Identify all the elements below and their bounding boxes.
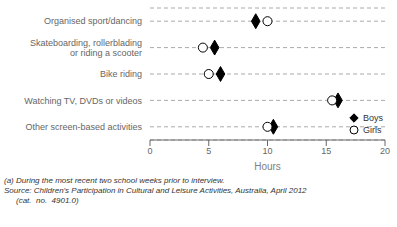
html-text:Source: Children's Participati: Source: Children's Participation in Cult… [4, 186, 307, 195]
svg-text:10: 10 [262, 146, 272, 156]
html-text:Boys: Boys [363, 113, 383, 123]
svg-text:Skateboarding, rollerbladingor: Skateboarding, rollerbladingor riding a … [30, 38, 142, 58]
svg-text:20: 20 [380, 146, 389, 156]
svg-text:5: 5 [206, 146, 211, 156]
svg-text:Hours: Hours [254, 161, 281, 170]
html-text:(cat. no. 4901.0): (cat. no. 4901.0) [16, 196, 79, 205]
html-text:Girls: Girls [363, 125, 382, 135]
svg-text:Bike riding: Bike riding [100, 69, 142, 79]
svg-text:Other screen-based activities: Other screen-based activities [25, 122, 142, 132]
svg-text:Watching TV, DVDs or videos: Watching TV, DVDs or videos [24, 96, 142, 106]
html-text:(a) During the most recent two: (a) During the most recent two school we… [4, 176, 225, 185]
svg-text:0: 0 [147, 146, 152, 156]
svg-text:15: 15 [321, 146, 331, 156]
svg-text:Organised sport/dancing: Organised sport/dancing [44, 16, 142, 26]
